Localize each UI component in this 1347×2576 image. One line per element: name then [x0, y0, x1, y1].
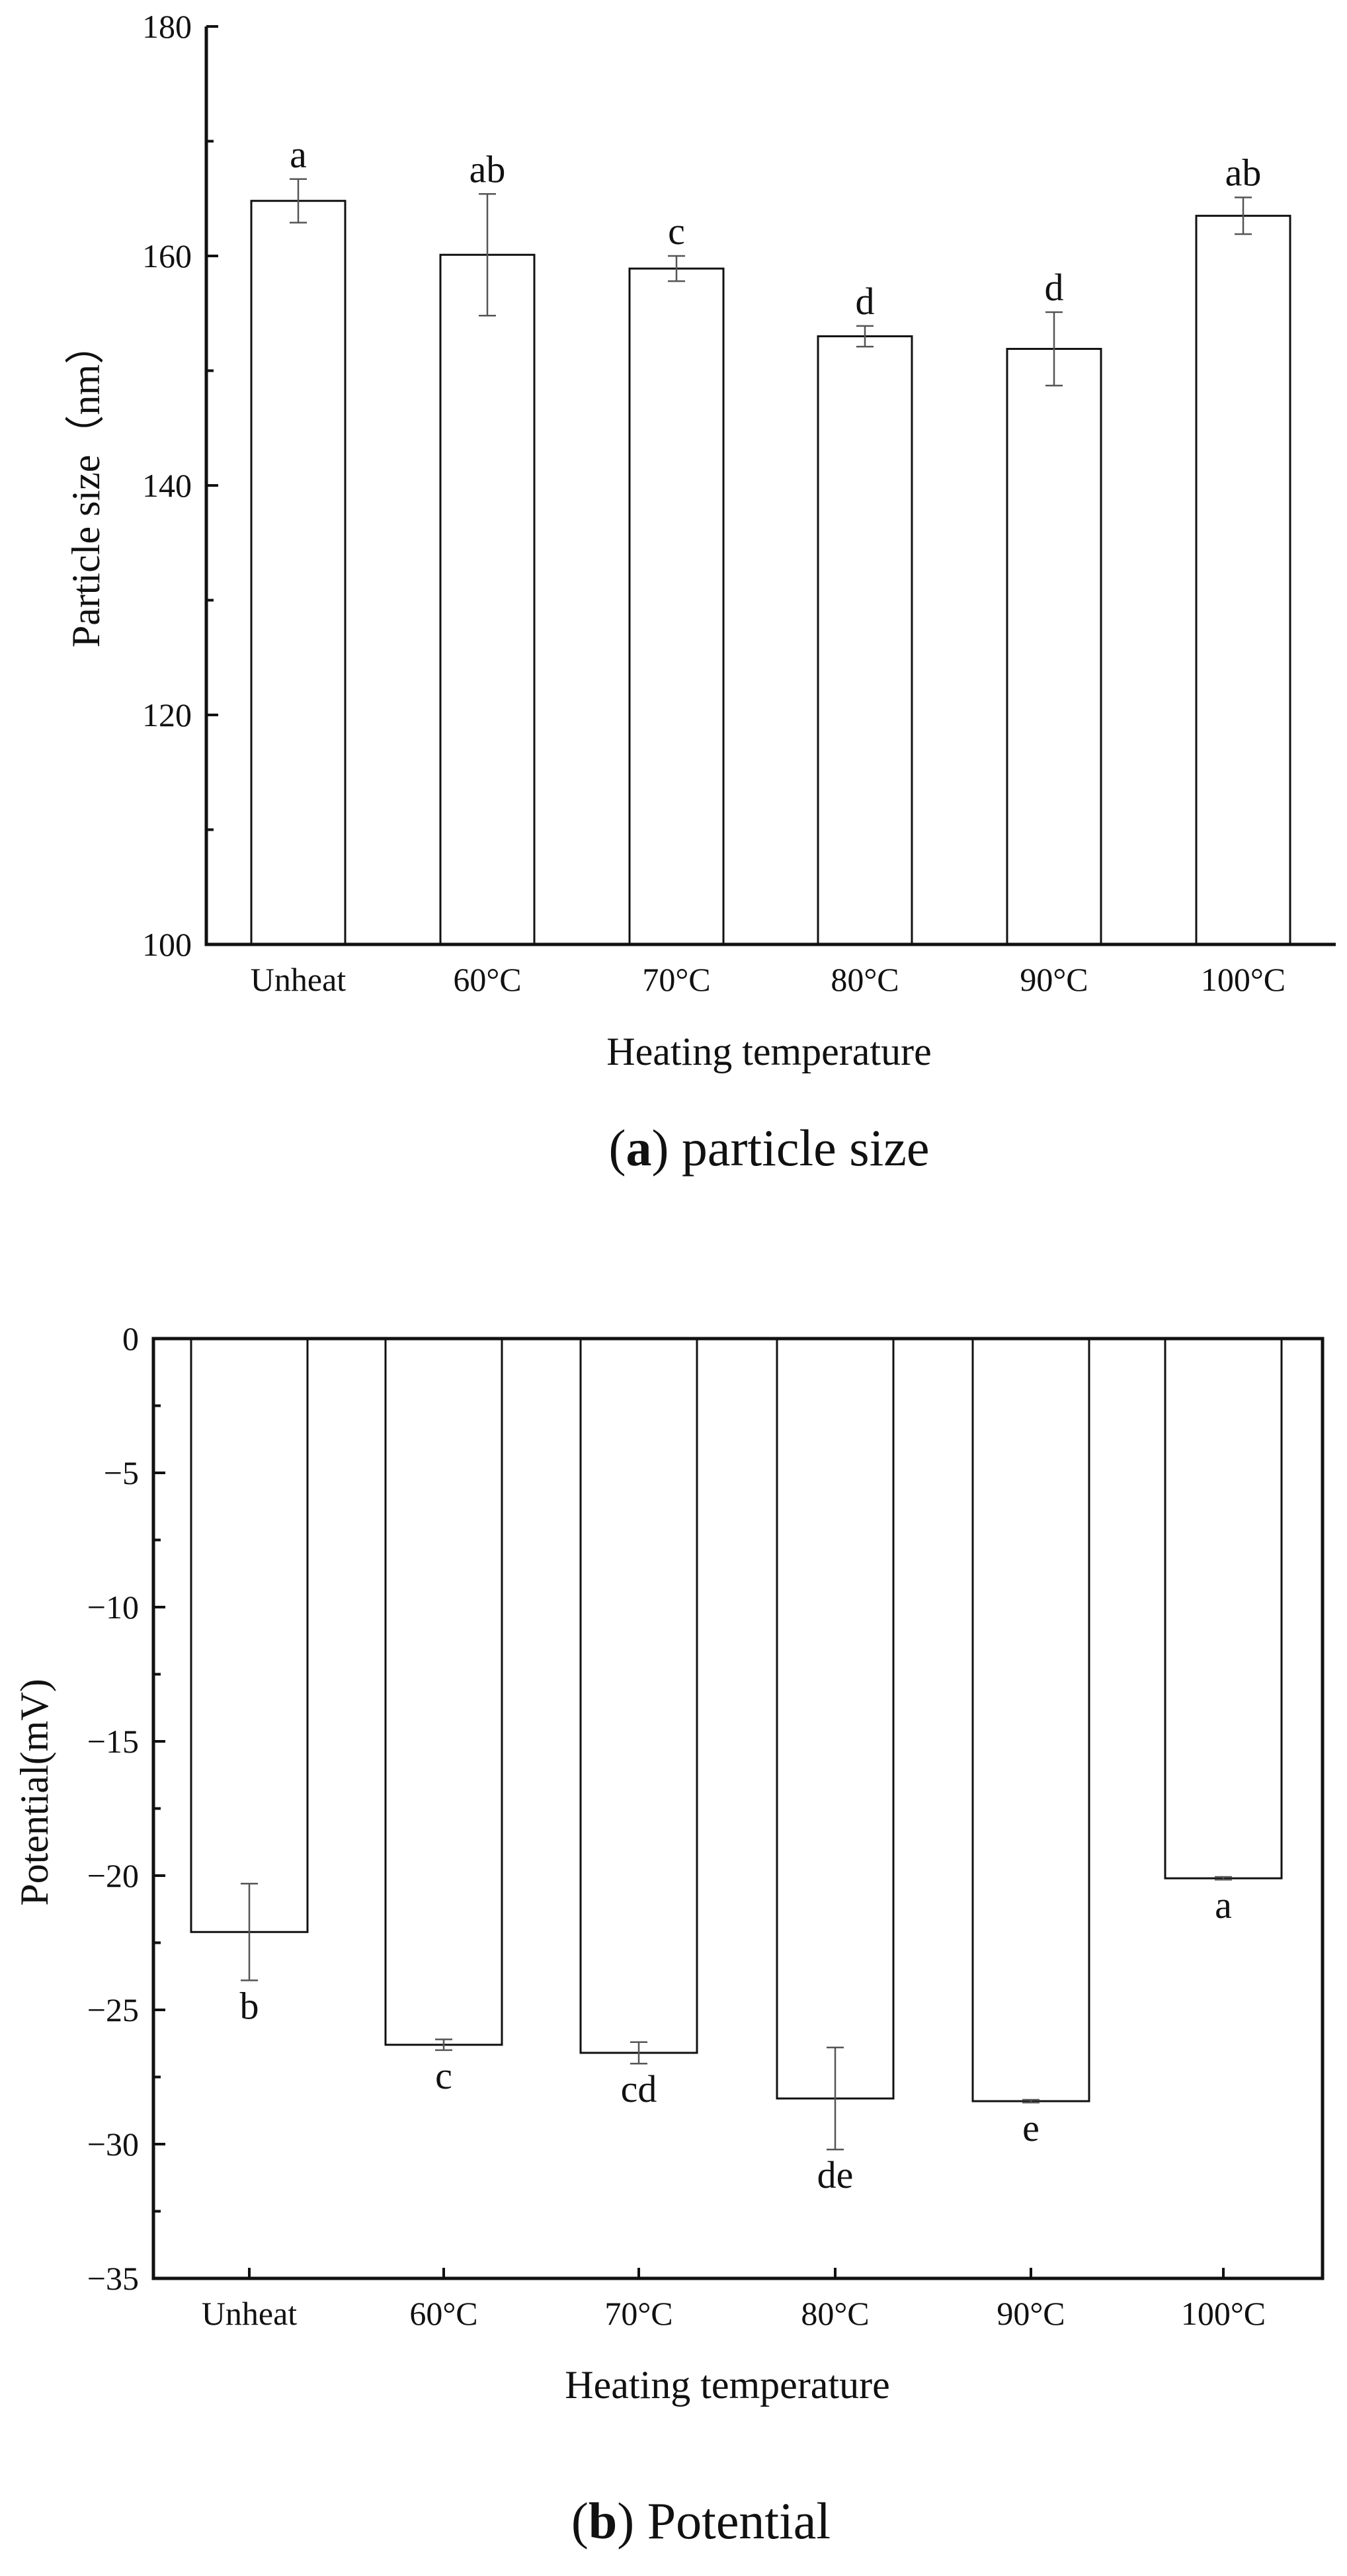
y-tick-label: 120	[142, 696, 192, 733]
significance-label-1: ab	[469, 147, 506, 190]
bar-2	[579, 1337, 698, 2054]
panel-b-caption: (b) Potential	[571, 2492, 831, 2550]
panel-b-x-tick-labels: Unheat 60°C 70°C 80°C 90°C 100°C	[202, 2295, 1266, 2332]
x-tick-label-3: 80°C	[831, 961, 899, 998]
panel-b-error-bars	[241, 1876, 1232, 2151]
y-tick-label: 160	[142, 237, 192, 274]
panel-a-error-bars	[290, 178, 1252, 387]
panel-a-axes	[204, 26, 1336, 946]
significance-label-2: c	[668, 210, 685, 253]
x-tick-label-2: 70°C	[642, 961, 710, 998]
significance-label-4: e	[1022, 2106, 1040, 2149]
y-tick-label: 140	[142, 467, 192, 504]
y-tick-label: 0	[122, 1320, 139, 1357]
bar-3	[776, 1337, 895, 2100]
panel-a-caption: (a) particle size	[608, 1119, 929, 1177]
panel-a-y-tick-labels: 100 120 140 160 180	[142, 8, 192, 963]
x-tick-label-5: 100°C	[1181, 2295, 1266, 2332]
panel-b-caption-letter: b	[589, 2492, 617, 2550]
panel-b-y-axis-label: Potential(mV)	[13, 1679, 56, 1905]
panel-a-particle-size-chart: a ab c d d ab Unheat 60°C 70°C 80°C 90°C 100°C 100…	[64, 8, 1336, 1177]
panel-a-significance-labels: a ab c d d ab	[290, 133, 1261, 323]
panel-a-x-tick-labels: Unheat 60°C 70°C 80°C 90°C 100°C	[251, 961, 1286, 998]
x-tick-label-4: 90°C	[997, 2295, 1065, 2332]
y-tick-label: −25	[87, 1991, 139, 2028]
panel-b-x-axis-label: Heating temperature	[565, 2363, 889, 2407]
panel-b-significance-labels: b c cd de e a	[240, 1884, 1232, 2196]
y-tick-label: −35	[87, 2260, 139, 2297]
x-tick-label-1: 60°C	[409, 2295, 477, 2332]
axis-lines	[204, 26, 1336, 946]
panel-b-y-tick-labels: 0 −5 −10 −15 −20 −25 −30 −35	[87, 1320, 139, 2297]
y-tick-label: 100	[142, 926, 192, 963]
panel-b-potential-chart: b c cd de e a Unheat 60°C 70°C 80°C 90°C 100°C 0 −5…	[13, 1320, 1325, 2550]
panel-b-bars	[190, 1337, 1283, 2102]
panel-a-y-axis-label: Particle size（nm）	[64, 325, 108, 647]
significance-label-5: ab	[1225, 151, 1262, 194]
x-tick-label-4: 90°C	[1020, 961, 1088, 998]
panel-a-caption-text: particle size	[682, 1119, 930, 1177]
bar-1	[384, 1337, 503, 2046]
x-tick-label-5: 100°C	[1201, 961, 1286, 998]
y-tick-label: −5	[104, 1454, 139, 1491]
x-tick-label-3: 80°C	[801, 2295, 869, 2332]
plot-frame	[151, 1337, 1325, 2280]
significance-label-1: c	[435, 2054, 452, 2097]
bar-4	[1006, 348, 1102, 946]
y-tick-label: −20	[87, 1857, 139, 1894]
y-tick-label: 180	[142, 8, 192, 45]
significance-label-5: a	[1215, 1884, 1232, 1927]
x-tick-label-2: 70°C	[604, 2295, 673, 2332]
panel-a-caption-letter: a	[626, 1119, 651, 1177]
significance-label-0: b	[240, 1984, 259, 2027]
bar-2	[628, 267, 725, 946]
significance-label-0: a	[290, 133, 307, 176]
bar-5	[1195, 214, 1291, 946]
y-tick-label: −10	[87, 1589, 139, 1626]
x-tick-label-0: Unheat	[251, 961, 346, 998]
bar-1	[439, 253, 536, 946]
y-tick-label: −15	[87, 1723, 139, 1760]
significance-label-4: d	[1045, 266, 1064, 309]
significance-label-2: cd	[621, 2067, 657, 2110]
significance-label-3: de	[817, 2153, 854, 2196]
panel-a-x-axis-label: Heating temperature	[606, 1030, 931, 1073]
y-tick-label: −30	[87, 2126, 139, 2163]
panel-a-bars	[250, 200, 1291, 946]
bar-4	[971, 1337, 1090, 2102]
bar-3	[817, 335, 913, 946]
panel-b-axes	[151, 1337, 1325, 2280]
panel-b-caption-text: Potential	[647, 2492, 831, 2550]
x-tick-label-1: 60°C	[453, 961, 521, 998]
bar-5	[1164, 1337, 1283, 1880]
bar-0	[190, 1337, 309, 1933]
x-tick-label-0: Unheat	[202, 2295, 297, 2332]
significance-label-3: d	[856, 280, 875, 323]
bar-0	[250, 200, 347, 946]
